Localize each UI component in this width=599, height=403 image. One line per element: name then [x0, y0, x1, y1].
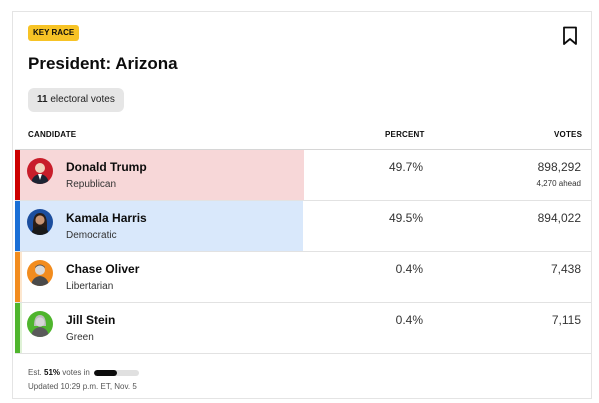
candidate-avatar	[27, 158, 53, 184]
candidate-percent: 49.5%	[388, 211, 423, 225]
candidate-avatar	[27, 209, 53, 235]
candidate-party: Green	[66, 332, 94, 343]
candidate-votes: 898,292	[537, 160, 581, 174]
updated-timestamp: Updated 10:29 p.m. ET, Nov. 5	[28, 382, 137, 391]
candidate-votes: 7,438	[550, 262, 581, 276]
candidate-row[interactable]: Chase Oliver Libertarian 0.4% 7,438	[15, 252, 591, 303]
reporting-progress-fill	[94, 369, 118, 376]
candidate-percent: 0.4%	[395, 313, 423, 327]
key-race-badge: KEY RACE	[28, 25, 80, 41]
electoral-votes-pill: 11 electoral votes	[28, 88, 124, 112]
electoral-votes-label: electoral votes	[50, 94, 115, 105]
reporting-progress-bar	[94, 369, 140, 376]
column-header-percent[interactable]: PERCENT	[385, 130, 425, 139]
candidate-row[interactable]: Donald Trump Republican 49.7% 898,292 4,…	[15, 150, 591, 201]
vote-share-fill	[20, 201, 303, 251]
candidate-party: Libertarian	[66, 281, 114, 292]
race-card: KEY RACE President: Arizona 11 electoral…	[12, 11, 592, 399]
candidate-list: Donald Trump Republican 49.7% 898,292 4,…	[15, 149, 591, 354]
estimate-prefix: Est.	[28, 368, 42, 377]
candidate-name: Jill Stein	[66, 313, 116, 327]
candidate-percent: 49.7%	[388, 160, 423, 174]
race-title: President: Arizona	[28, 54, 178, 73]
vote-share-fill	[20, 252, 23, 302]
candidate-name: Chase Oliver	[66, 262, 140, 276]
candidate-name: Donald Trump	[66, 160, 147, 174]
candidate-name: Kamala Harris	[66, 211, 147, 225]
candidate-row[interactable]: Kamala Harris Democratic 49.5% 894,022	[15, 201, 591, 252]
candidate-votes: 7,115	[551, 313, 581, 327]
party-color-bar	[15, 201, 20, 251]
candidate-avatar	[27, 260, 53, 286]
column-header-votes[interactable]: VOTES	[554, 130, 583, 139]
candidate-row[interactable]: Jill Stein Green 0.4% 7,115	[15, 303, 591, 354]
candidate-party: Democratic	[66, 230, 117, 241]
estimate-suffix: votes in	[62, 368, 90, 377]
candidate-percent: 0.4%	[395, 262, 423, 276]
party-color-bar	[15, 150, 20, 200]
electoral-votes-count: 11	[37, 94, 48, 105]
vote-share-fill	[20, 150, 304, 200]
bookmark-icon[interactable]	[562, 26, 578, 46]
vote-share-fill	[20, 303, 23, 353]
column-header-candidate[interactable]: CANDIDATE	[28, 130, 77, 139]
vote-lead-note: 4,270 ahead	[536, 179, 582, 188]
votes-in-estimate: Est. 51% votes in	[28, 368, 140, 377]
party-color-bar	[15, 303, 20, 353]
candidate-votes: 894,022	[537, 211, 581, 225]
candidate-party: Republican	[66, 179, 117, 190]
candidate-avatar	[27, 311, 53, 337]
estimate-percent: 51%	[44, 368, 61, 377]
party-color-bar	[15, 252, 20, 302]
